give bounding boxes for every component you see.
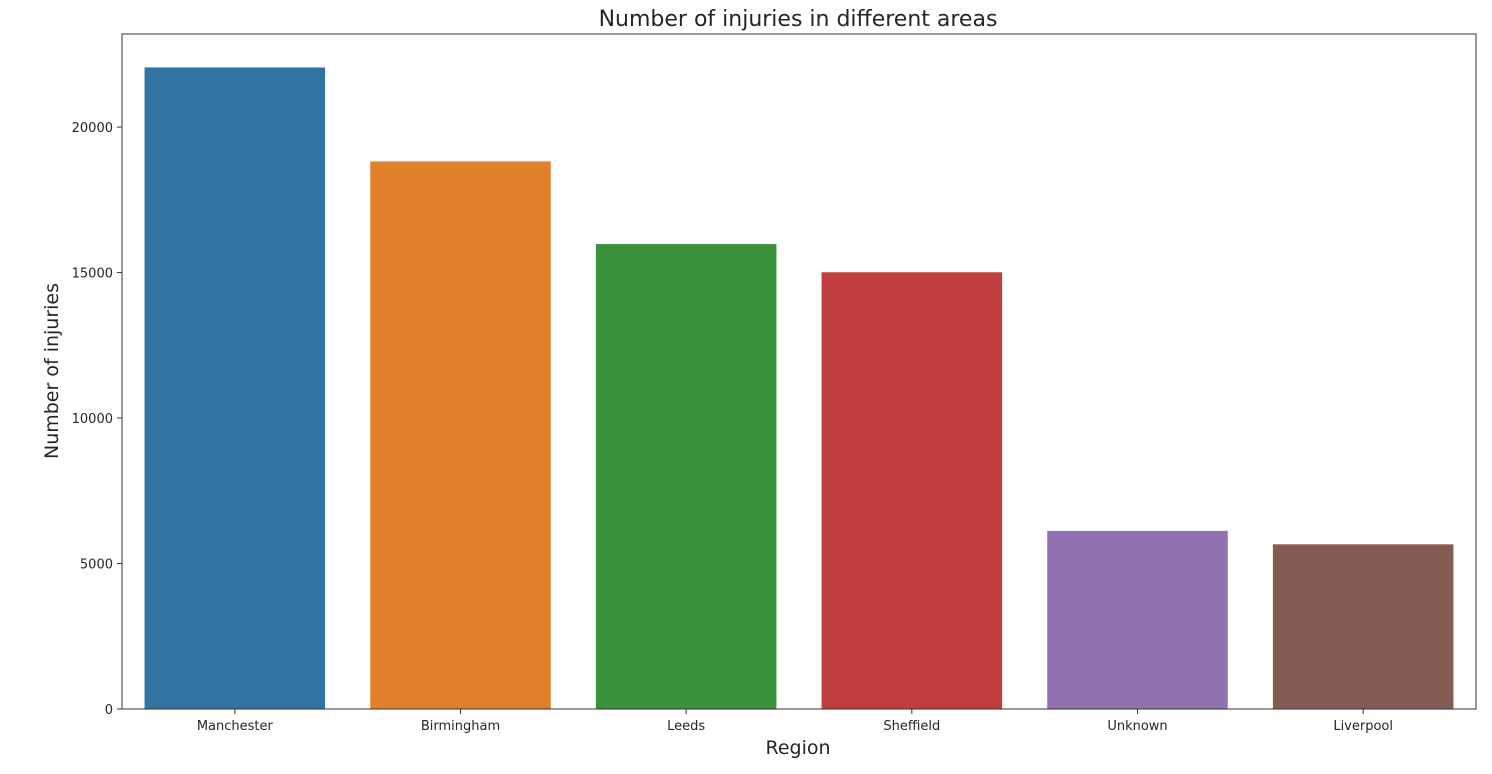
y-tick-label: 20000 [72, 121, 113, 136]
y-tick-label: 0 [105, 703, 113, 718]
bar-sheffield [821, 272, 1003, 709]
y-tick-label: 10000 [72, 412, 113, 427]
bar-birmingham [370, 161, 551, 709]
bar-manchester [144, 67, 326, 710]
y-tick-label: 5000 [80, 558, 113, 573]
x-tick-label: Leeds [667, 719, 705, 734]
bars-group [144, 67, 1454, 710]
y-axis-ticks: 0 5000 10000 15000 20000 [72, 121, 122, 718]
x-tick-label: Unknown [1107, 719, 1167, 734]
bar-leeds [595, 244, 777, 710]
plot-area-frame [121, 33, 1477, 710]
x-axis-label: Region [765, 737, 830, 759]
bar-liverpool [1272, 544, 1454, 709]
y-axis-label: Number of injuries [41, 283, 63, 459]
x-tick-label: Sheffield [883, 719, 940, 734]
bar-unknown [1047, 530, 1228, 709]
x-tick-label: Manchester [197, 719, 274, 734]
y-tick-label: 15000 [72, 267, 113, 282]
x-tick-label: Birmingham [421, 719, 500, 734]
chart-title: Number of injuries in different areas [599, 7, 998, 32]
x-tick-label: Liverpool [1333, 719, 1393, 734]
x-axis-ticks: Manchester Birmingham Leeds Sheffield Unknow… [197, 709, 1393, 734]
